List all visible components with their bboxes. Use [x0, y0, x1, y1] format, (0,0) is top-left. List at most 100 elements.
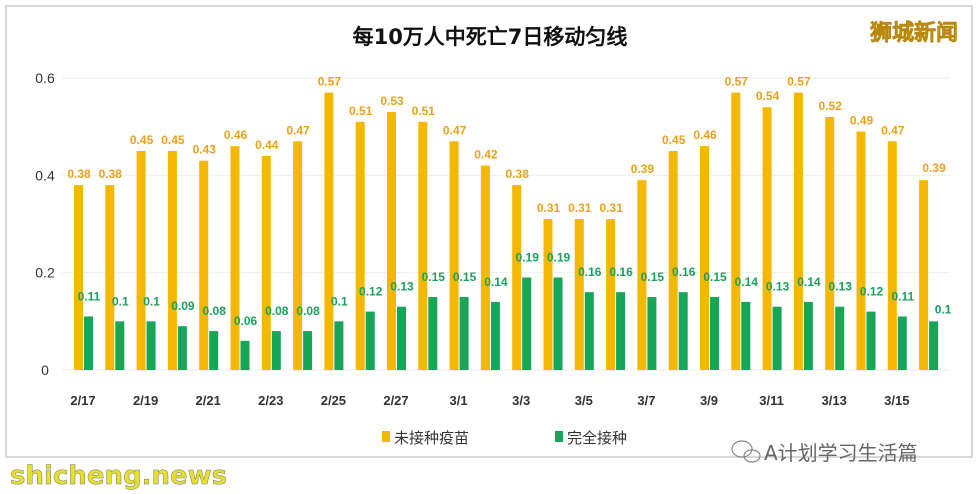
data-label-fully-vaccinated: 0.08 — [265, 304, 289, 318]
bar-fully-vaccinated — [397, 306, 406, 370]
bar-unvaccinated — [512, 185, 522, 370]
data-label-fully-vaccinated: 0.14 — [797, 275, 821, 289]
bar-unvaccinated — [825, 116, 835, 370]
data-label-fully-vaccinated: 0.16 — [672, 265, 696, 279]
bar-unvaccinated — [856, 131, 866, 370]
data-label-fully-vaccinated: 0.15 — [641, 270, 665, 284]
bar-unvaccinated — [74, 185, 83, 370]
bar-unvaccinated — [731, 92, 741, 370]
bar-unvaccinated — [668, 151, 678, 370]
bar-fully-vaccinated — [929, 321, 939, 370]
bar-fully-vaccinated — [115, 321, 125, 370]
data-label-unvaccinated: 0.47 — [881, 123, 905, 137]
bar-fully-vaccinated — [146, 321, 156, 370]
x-tick-label: 2/17 — [70, 393, 95, 408]
data-label-fully-vaccinated: 0.15 — [703, 270, 727, 284]
bar-fully-vaccinated — [490, 301, 500, 370]
y-tick-label: 0 — [41, 362, 49, 378]
bar-fully-vaccinated — [897, 316, 907, 370]
data-label-unvaccinated: 0.45 — [161, 133, 185, 147]
x-axis: 2/17 2/19 2/21 2/23 2/25 2/27 3/1 3/3 3/5 3/7 3/9 3… — [70, 393, 909, 408]
legend-label-fully-vaccinated: 完全接种 — [567, 429, 627, 447]
x-tick-label: 3/11 — [759, 393, 784, 408]
bars: 0.38 0.11 0.38 0.1 0.45 0.1 0.45 0.09 0.43 0.08 0.… — [67, 75, 952, 371]
bar-unvaccinated — [793, 92, 803, 370]
x-tick-label: 2/23 — [258, 393, 283, 408]
data-label-fully-vaccinated: 0.09 — [171, 299, 195, 313]
bar-fully-vaccinated — [678, 292, 688, 370]
x-tick-label: 2/19 — [133, 393, 158, 408]
bar-unvaccinated — [167, 151, 177, 370]
data-label-unvaccinated: 0.47 — [286, 123, 310, 137]
data-label-unvaccinated: 0.47 — [443, 123, 467, 137]
legend-swatch-unvaccinated — [382, 431, 390, 442]
data-label-fully-vaccinated: 0.1 — [112, 294, 129, 308]
watermark: A计划学习生活篇 — [764, 441, 918, 465]
data-label-fully-vaccinated: 0.19 — [516, 251, 540, 265]
x-tick-label: 2/21 — [196, 393, 221, 408]
data-label-unvaccinated: 0.54 — [756, 89, 780, 103]
data-label-unvaccinated: 0.43 — [193, 143, 217, 157]
data-label-unvaccinated: 0.45 — [130, 133, 154, 147]
bar-unvaccinated — [543, 219, 553, 370]
bar-unvaccinated — [324, 92, 334, 370]
data-label-unvaccinated: 0.39 — [631, 162, 655, 176]
bar-fully-vaccinated — [803, 301, 813, 370]
data-label-unvaccinated: 0.46 — [693, 128, 717, 142]
bar-unvaccinated — [887, 141, 897, 370]
data-label-unvaccinated: 0.51 — [412, 104, 436, 118]
bar-fully-vaccinated — [209, 331, 219, 370]
data-label-unvaccinated: 0.31 — [599, 201, 623, 215]
bar-unvaccinated — [418, 121, 428, 370]
data-label-unvaccinated: 0.57 — [787, 75, 811, 89]
data-label-fully-vaccinated: 0.06 — [234, 314, 258, 328]
x-tick-label: 3/5 — [575, 393, 593, 408]
x-tick-label: 3/3 — [512, 393, 530, 408]
data-label-unvaccinated: 0.52 — [819, 99, 843, 113]
bar-fully-vaccinated — [459, 297, 469, 370]
data-label-unvaccinated: 0.49 — [850, 114, 874, 128]
data-label-fully-vaccinated: 0.12 — [359, 285, 383, 299]
bar-unvaccinated — [574, 219, 584, 370]
data-label-unvaccinated: 0.57 — [318, 75, 342, 89]
data-label-fully-vaccinated: 0.16 — [578, 265, 602, 279]
bar-fully-vaccinated — [710, 297, 719, 370]
data-label-unvaccinated: 0.38 — [506, 167, 530, 181]
bar-unvaccinated — [480, 165, 490, 370]
data-label-fully-vaccinated: 0.08 — [296, 304, 320, 318]
x-tick-label: 3/1 — [450, 393, 468, 408]
bar-unvaccinated — [449, 141, 459, 370]
bar-unvaccinated — [230, 146, 240, 370]
bar-unvaccinated — [637, 180, 647, 370]
data-label-unvaccinated: 0.39 — [922, 161, 946, 175]
data-label-unvaccinated: 0.44 — [255, 138, 279, 152]
data-label-fully-vaccinated: 0.19 — [547, 251, 571, 265]
bar-fully-vaccinated — [522, 277, 532, 370]
x-tick-label: 2/27 — [383, 393, 408, 408]
data-label-fully-vaccinated: 0.1 — [331, 294, 348, 308]
site-watermark: shicheng.news — [10, 461, 227, 491]
x-tick-label: 3/15 — [884, 393, 909, 408]
legend-swatch-fully-vaccinated — [555, 431, 563, 442]
bar-unvaccinated — [136, 151, 146, 370]
bar-fully-vaccinated — [772, 306, 782, 370]
data-label-fully-vaccinated: 0.12 — [860, 285, 884, 299]
data-label-unvaccinated: 0.46 — [224, 128, 248, 142]
bar-unvaccinated — [199, 160, 209, 370]
x-tick-label: 3/9 — [700, 393, 718, 408]
data-label-unvaccinated: 0.31 — [537, 201, 561, 215]
x-tick-label: 3/13 — [822, 393, 847, 408]
y-tick-label: 0.2 — [35, 265, 55, 281]
bar-unvaccinated — [387, 112, 396, 371]
x-tick-label: 3/7 — [637, 393, 655, 408]
bar-unvaccinated — [105, 185, 115, 370]
chart-title: 每10万人中死亡7日移动匀线 — [353, 25, 628, 49]
data-label-unvaccinated: 0.38 — [67, 167, 91, 181]
bar-unvaccinated — [355, 121, 365, 370]
bar-fully-vaccinated — [835, 306, 845, 370]
data-label-unvaccinated: 0.45 — [662, 133, 686, 147]
y-tick-label: 0.4 — [35, 167, 55, 183]
data-label-fully-vaccinated: 0.14 — [735, 275, 759, 289]
data-label-fully-vaccinated: 0.15 — [453, 270, 477, 284]
